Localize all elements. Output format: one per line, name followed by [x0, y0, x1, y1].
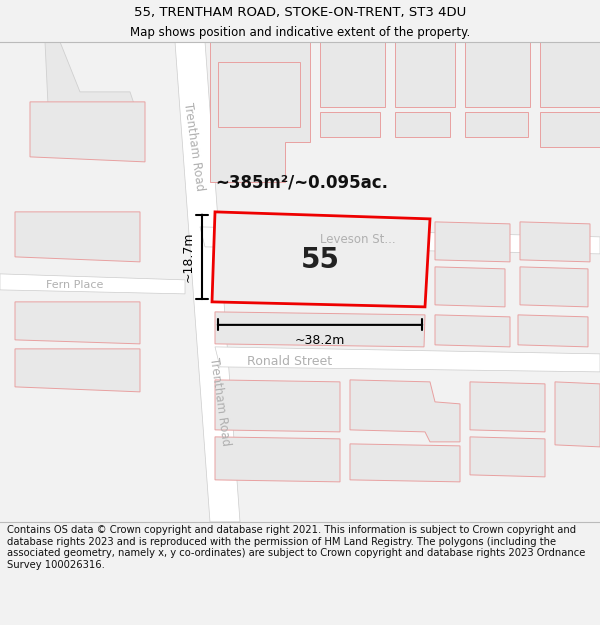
- Text: Ronald Street: Ronald Street: [247, 356, 332, 368]
- Polygon shape: [540, 112, 600, 147]
- Polygon shape: [218, 62, 300, 127]
- Polygon shape: [215, 437, 340, 482]
- Polygon shape: [520, 267, 588, 307]
- Text: 55, TRENTHAM ROAD, STOKE-ON-TRENT, ST3 4DU: 55, TRENTHAM ROAD, STOKE-ON-TRENT, ST3 4…: [134, 6, 466, 19]
- Polygon shape: [212, 212, 430, 307]
- Text: ~38.2m: ~38.2m: [295, 334, 345, 348]
- Text: Fern Place: Fern Place: [46, 280, 104, 290]
- Polygon shape: [555, 382, 600, 447]
- Polygon shape: [210, 42, 310, 182]
- Text: 55: 55: [301, 246, 340, 274]
- Polygon shape: [540, 42, 600, 107]
- Polygon shape: [518, 315, 588, 347]
- Polygon shape: [435, 315, 510, 347]
- Polygon shape: [320, 42, 385, 107]
- Polygon shape: [470, 437, 545, 477]
- Polygon shape: [435, 267, 505, 307]
- Text: Leveson St...: Leveson St...: [320, 233, 395, 246]
- Polygon shape: [15, 302, 140, 344]
- Polygon shape: [395, 112, 450, 137]
- Polygon shape: [175, 42, 240, 522]
- Polygon shape: [520, 222, 590, 262]
- Polygon shape: [465, 112, 528, 137]
- Polygon shape: [320, 112, 380, 137]
- Polygon shape: [395, 42, 455, 107]
- Text: Trentham Road: Trentham Road: [181, 102, 206, 192]
- Polygon shape: [350, 380, 460, 442]
- Polygon shape: [470, 382, 545, 432]
- Polygon shape: [435, 222, 510, 262]
- Polygon shape: [0, 42, 140, 147]
- Polygon shape: [350, 444, 460, 482]
- Polygon shape: [200, 227, 600, 254]
- Polygon shape: [0, 274, 185, 294]
- Polygon shape: [15, 212, 140, 262]
- Text: Contains OS data © Crown copyright and database right 2021. This information is : Contains OS data © Crown copyright and d…: [7, 525, 586, 570]
- Text: ~18.7m: ~18.7m: [182, 232, 194, 282]
- Text: ~385m²/~0.095ac.: ~385m²/~0.095ac.: [215, 174, 388, 192]
- Text: Map shows position and indicative extent of the property.: Map shows position and indicative extent…: [130, 26, 470, 39]
- Polygon shape: [215, 380, 340, 432]
- Polygon shape: [465, 42, 530, 107]
- Polygon shape: [215, 312, 425, 347]
- Polygon shape: [15, 349, 140, 392]
- Polygon shape: [30, 102, 145, 162]
- Polygon shape: [215, 347, 600, 372]
- Text: Trentham Road: Trentham Road: [208, 357, 233, 447]
